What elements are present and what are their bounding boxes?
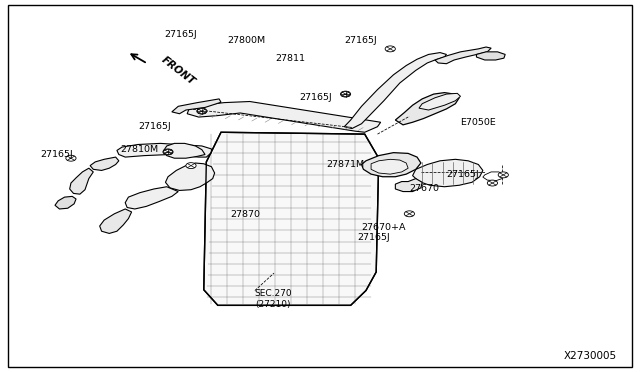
Text: SEC.270
(27210): SEC.270 (27210) bbox=[255, 289, 292, 309]
Text: FRONT: FRONT bbox=[159, 55, 196, 87]
Circle shape bbox=[186, 163, 196, 169]
Text: 27165J: 27165J bbox=[40, 150, 73, 159]
Polygon shape bbox=[100, 209, 132, 234]
Circle shape bbox=[385, 46, 396, 52]
Polygon shape bbox=[164, 143, 205, 158]
Polygon shape bbox=[396, 93, 460, 125]
Polygon shape bbox=[483, 172, 504, 181]
Polygon shape bbox=[166, 163, 214, 190]
Circle shape bbox=[340, 91, 351, 97]
Text: 27870: 27870 bbox=[230, 211, 260, 219]
Text: 27670+A: 27670+A bbox=[362, 223, 406, 232]
Polygon shape bbox=[90, 157, 119, 170]
Polygon shape bbox=[172, 99, 221, 114]
Circle shape bbox=[341, 92, 350, 97]
Polygon shape bbox=[396, 179, 422, 192]
Circle shape bbox=[196, 108, 207, 114]
Text: 27165J: 27165J bbox=[138, 122, 171, 131]
Polygon shape bbox=[344, 52, 447, 129]
Polygon shape bbox=[435, 47, 491, 64]
Circle shape bbox=[487, 180, 497, 186]
Circle shape bbox=[163, 149, 173, 155]
Text: 27165J: 27165J bbox=[344, 36, 377, 45]
Circle shape bbox=[197, 109, 206, 114]
Text: X2730005: X2730005 bbox=[564, 351, 617, 361]
Polygon shape bbox=[117, 143, 211, 157]
Text: 27871M: 27871M bbox=[326, 160, 365, 169]
Text: 27810M: 27810M bbox=[121, 145, 159, 154]
Text: 27811: 27811 bbox=[275, 54, 305, 62]
Polygon shape bbox=[413, 159, 483, 187]
Polygon shape bbox=[70, 168, 93, 194]
Polygon shape bbox=[204, 132, 379, 305]
Text: 27165J: 27165J bbox=[300, 93, 332, 102]
Circle shape bbox=[164, 149, 173, 154]
Polygon shape bbox=[371, 159, 408, 174]
Circle shape bbox=[498, 172, 508, 178]
Text: 27165J: 27165J bbox=[164, 29, 197, 39]
Text: 27165J: 27165J bbox=[357, 233, 390, 243]
Polygon shape bbox=[187, 102, 381, 132]
Text: 27800M: 27800M bbox=[227, 36, 266, 45]
Text: 27670: 27670 bbox=[410, 185, 440, 193]
Circle shape bbox=[66, 155, 76, 161]
Polygon shape bbox=[55, 196, 76, 209]
Text: 27165J: 27165J bbox=[447, 170, 479, 179]
Circle shape bbox=[404, 211, 415, 217]
FancyBboxPatch shape bbox=[8, 5, 632, 367]
Polygon shape bbox=[419, 93, 461, 110]
Polygon shape bbox=[125, 187, 178, 209]
Text: E7050E: E7050E bbox=[461, 119, 496, 128]
Polygon shape bbox=[476, 52, 505, 60]
Polygon shape bbox=[362, 153, 421, 177]
